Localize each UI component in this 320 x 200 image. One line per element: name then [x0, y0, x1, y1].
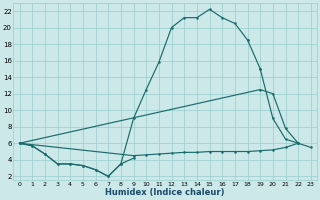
X-axis label: Humidex (Indice chaleur): Humidex (Indice chaleur) [106, 188, 225, 197]
